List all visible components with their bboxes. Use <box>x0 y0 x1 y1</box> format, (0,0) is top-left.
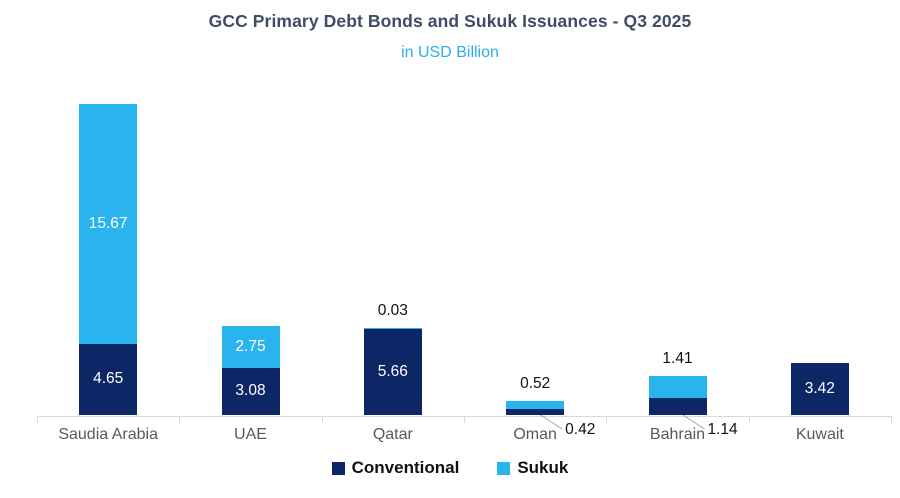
axis-tick <box>606 416 608 423</box>
data-label-conventional: 5.66 <box>377 362 408 380</box>
bar-segment-conventional <box>363 328 422 415</box>
category-label: UAE <box>234 426 267 443</box>
category-label: Oman <box>513 426 557 443</box>
legend-item-conventional: Conventional <box>331 458 460 478</box>
axis-tick <box>179 416 181 423</box>
data-label-conventional: 3.42 <box>804 379 835 397</box>
bar-segment-sukuk <box>648 375 707 398</box>
data-label-sukuk: 15.67 <box>88 214 128 232</box>
axis-tick <box>321 416 323 423</box>
data-label-sukuk: 0.03 <box>377 301 408 319</box>
axis-tick <box>891 416 892 423</box>
bar-segment-conventional <box>506 408 565 415</box>
legend-swatch-conventional <box>331 461 345 475</box>
axis-tick <box>464 416 465 423</box>
bar-segment-sukuk <box>79 103 138 344</box>
bar-segment-sukuk <box>221 325 280 368</box>
legend-item-sukuk: Sukuk <box>497 458 568 478</box>
chart-subtitle: in USD Billion <box>401 44 499 61</box>
bar-segment-conventional <box>648 397 707 415</box>
bar-segment-conventional <box>221 367 280 415</box>
legend: Conventional Sukuk <box>0 458 900 478</box>
data-label-sukuk: 2.75 <box>235 337 266 355</box>
legend-swatch-sukuk <box>497 461 511 475</box>
category-label: Kuwait <box>795 426 844 443</box>
bar-segment-sukuk <box>506 400 565 409</box>
legend-label-sukuk: Sukuk <box>517 458 569 477</box>
bar-segment-conventional <box>79 343 138 415</box>
category-label: Qatar <box>372 426 413 443</box>
data-label-conventional: 4.65 <box>93 370 124 388</box>
category-label: Saudia Arabia <box>58 426 158 443</box>
category-label: Bahrain <box>649 426 706 443</box>
legend-label-conventional: Conventional <box>351 458 460 477</box>
axis-tick <box>748 416 750 423</box>
data-label-sukuk: 1.41 <box>662 349 693 367</box>
data-label-conventional: 1.14 <box>707 421 738 438</box>
chart-title: GCC Primary Debt Bonds and Sukuk Issuanc… <box>208 11 692 31</box>
bar-segment-conventional <box>790 362 849 415</box>
data-label-sukuk: 0.52 <box>520 374 551 392</box>
data-label-conventional: 3.08 <box>235 382 266 400</box>
axis-tick <box>37 416 38 423</box>
data-label-conventional: 0.42 <box>565 421 596 438</box>
